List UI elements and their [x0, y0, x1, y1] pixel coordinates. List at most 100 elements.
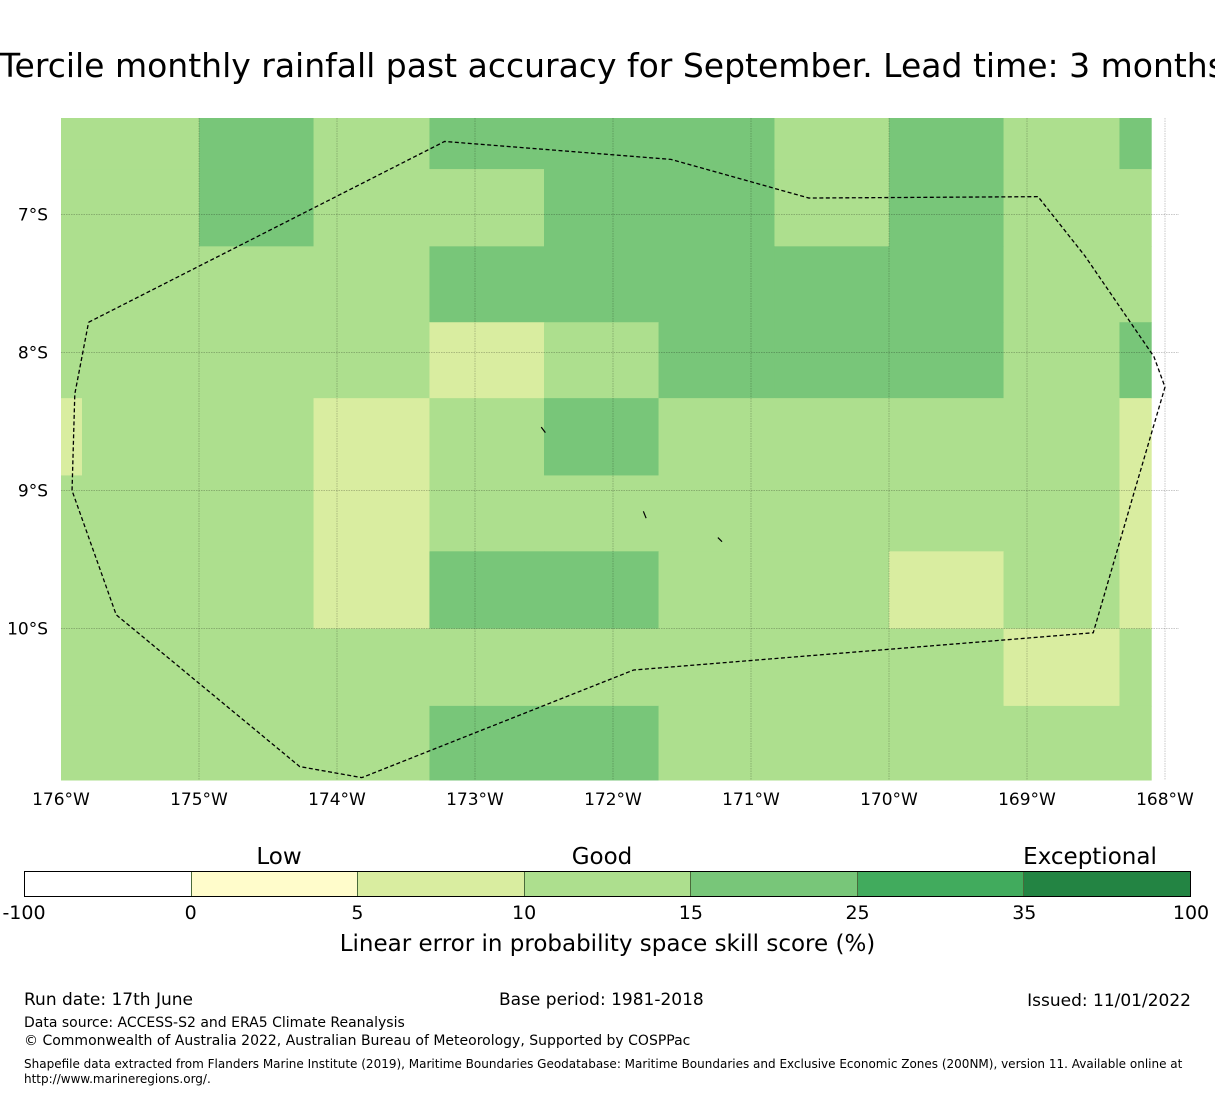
colorbar-label: Linear error in probability space skill … [339, 931, 876, 957]
grid-cell [889, 551, 1005, 630]
grid-cell [199, 169, 315, 247]
grid-cell [1003, 398, 1120, 476]
grid-cell [61, 398, 200, 476]
island-outline [540, 426, 546, 434]
grid-cell [313, 398, 430, 476]
longitude-tick-label: 170°W [860, 790, 918, 810]
longitude-labels: 176°W 175°W 174°W 173°W 172°W 171°W 170°W 169°W… [32, 790, 1194, 810]
grid-cell [658, 322, 775, 399]
grid-cell [429, 705, 545, 781]
grid-cell [774, 628, 890, 707]
eez-boundary [71, 140, 1166, 779]
grid-cell [429, 551, 545, 630]
grid-cell [313, 246, 430, 323]
longitude-tick-label: 169°W [998, 790, 1056, 810]
grid-cell [544, 169, 660, 247]
grid-cell [1119, 705, 1152, 781]
colorbar-segment [691, 872, 858, 896]
grid-cell [61, 475, 200, 552]
graticule [61, 118, 1179, 780]
grid-cell [889, 169, 1005, 247]
grid-cell [544, 475, 660, 552]
longitude-tick-label: 172°W [584, 790, 642, 810]
grid-cell [199, 398, 315, 476]
grid-cell [658, 118, 775, 170]
grid-cell [1003, 322, 1120, 399]
grid-cell [1003, 705, 1120, 781]
colorbar-segment [1024, 872, 1191, 896]
grid-cell [1119, 551, 1152, 630]
latitude-tick-label: 7°S [18, 206, 48, 226]
grid-cell [774, 118, 890, 170]
grid-cell [61, 628, 200, 707]
issued-date: Issued: 11/01/2022 [1027, 991, 1191, 1011]
grid-cell [889, 705, 1005, 781]
grid-cell [199, 322, 315, 399]
colorbar-tick-label: 0 [184, 902, 197, 924]
grid-cell [544, 322, 660, 399]
colorbar-segment [857, 872, 1025, 896]
grid-cell [199, 475, 315, 552]
colorbar-segment [358, 872, 525, 896]
grid-cell [1119, 398, 1152, 476]
longitude-tick-label: 171°W [722, 790, 780, 810]
grid-cell [313, 628, 430, 707]
grid-cell [313, 551, 430, 630]
grid-cell [1003, 475, 1120, 552]
grid-cell [1003, 169, 1120, 247]
colorbar-tick-label: 10 [512, 902, 537, 924]
grid-cell [199, 118, 315, 170]
colorbar-category-low: Low [256, 844, 302, 870]
grid-cell [313, 475, 430, 552]
grid-cell [658, 475, 775, 552]
grid-cell [1119, 246, 1152, 323]
grid-cell [658, 551, 775, 630]
grid-cell [1003, 118, 1120, 170]
grid-cell [199, 705, 315, 781]
grid-cell [774, 246, 890, 323]
shapefile-note: Shapefile data extracted from Flanders M… [24, 1057, 1183, 1086]
grid-cell [61, 169, 200, 247]
grid-cell [313, 118, 430, 170]
grid-cell [313, 322, 430, 399]
colorbar [24, 871, 1191, 897]
grid-cell [544, 628, 660, 707]
colorbar-segment [524, 872, 692, 896]
grid-cell [429, 246, 545, 323]
grid-cell [429, 475, 545, 552]
grid-cell [774, 398, 890, 476]
grid-cell [313, 705, 430, 781]
grid-cell [544, 705, 660, 781]
longitude-tick-label: 175°W [170, 790, 228, 810]
map-title: Tercile monthly rainfall past accuracy f… [0, 46, 1215, 85]
colorbar-tick-label: 5 [351, 902, 364, 924]
longitude-tick-label: 176°W [32, 790, 90, 810]
grid-cell [61, 118, 200, 170]
skill-grid-cells [61, 118, 1152, 781]
grid-cell [889, 246, 1005, 323]
grid-cell [61, 705, 200, 781]
longitude-tick-label: 173°W [446, 790, 504, 810]
grid-cell [889, 628, 1005, 707]
grid-cell [774, 705, 890, 781]
latitude-tick-label: 10°S [7, 620, 48, 640]
grid-cell [1119, 628, 1152, 707]
latitude-tick-label: 9°S [18, 482, 48, 502]
grid-cell [199, 628, 315, 707]
skill-map: 176°W 175°W 174°W 173°W 172°W 171°W 170°W 169°W… [7, 118, 1194, 810]
grid-cell [889, 398, 1005, 476]
grid-cell [1003, 551, 1120, 630]
grid-cell [429, 628, 545, 707]
grid-cell [889, 475, 1005, 552]
colorbar-segment [191, 872, 359, 896]
grid-cell [1119, 322, 1152, 399]
data-source: Data source: ACCESS-S2 and ERA5 Climate … [24, 1015, 405, 1031]
grid-cell [429, 118, 545, 170]
grid-cell [313, 169, 430, 247]
grid-cell [429, 169, 545, 247]
latitude-tick-label: 8°S [18, 344, 48, 364]
grid-cell [544, 551, 660, 630]
copyright: © Commonwealth of Australia 2022, Austra… [24, 1033, 691, 1049]
grid-cell [544, 118, 660, 170]
grid-cell [199, 551, 315, 630]
